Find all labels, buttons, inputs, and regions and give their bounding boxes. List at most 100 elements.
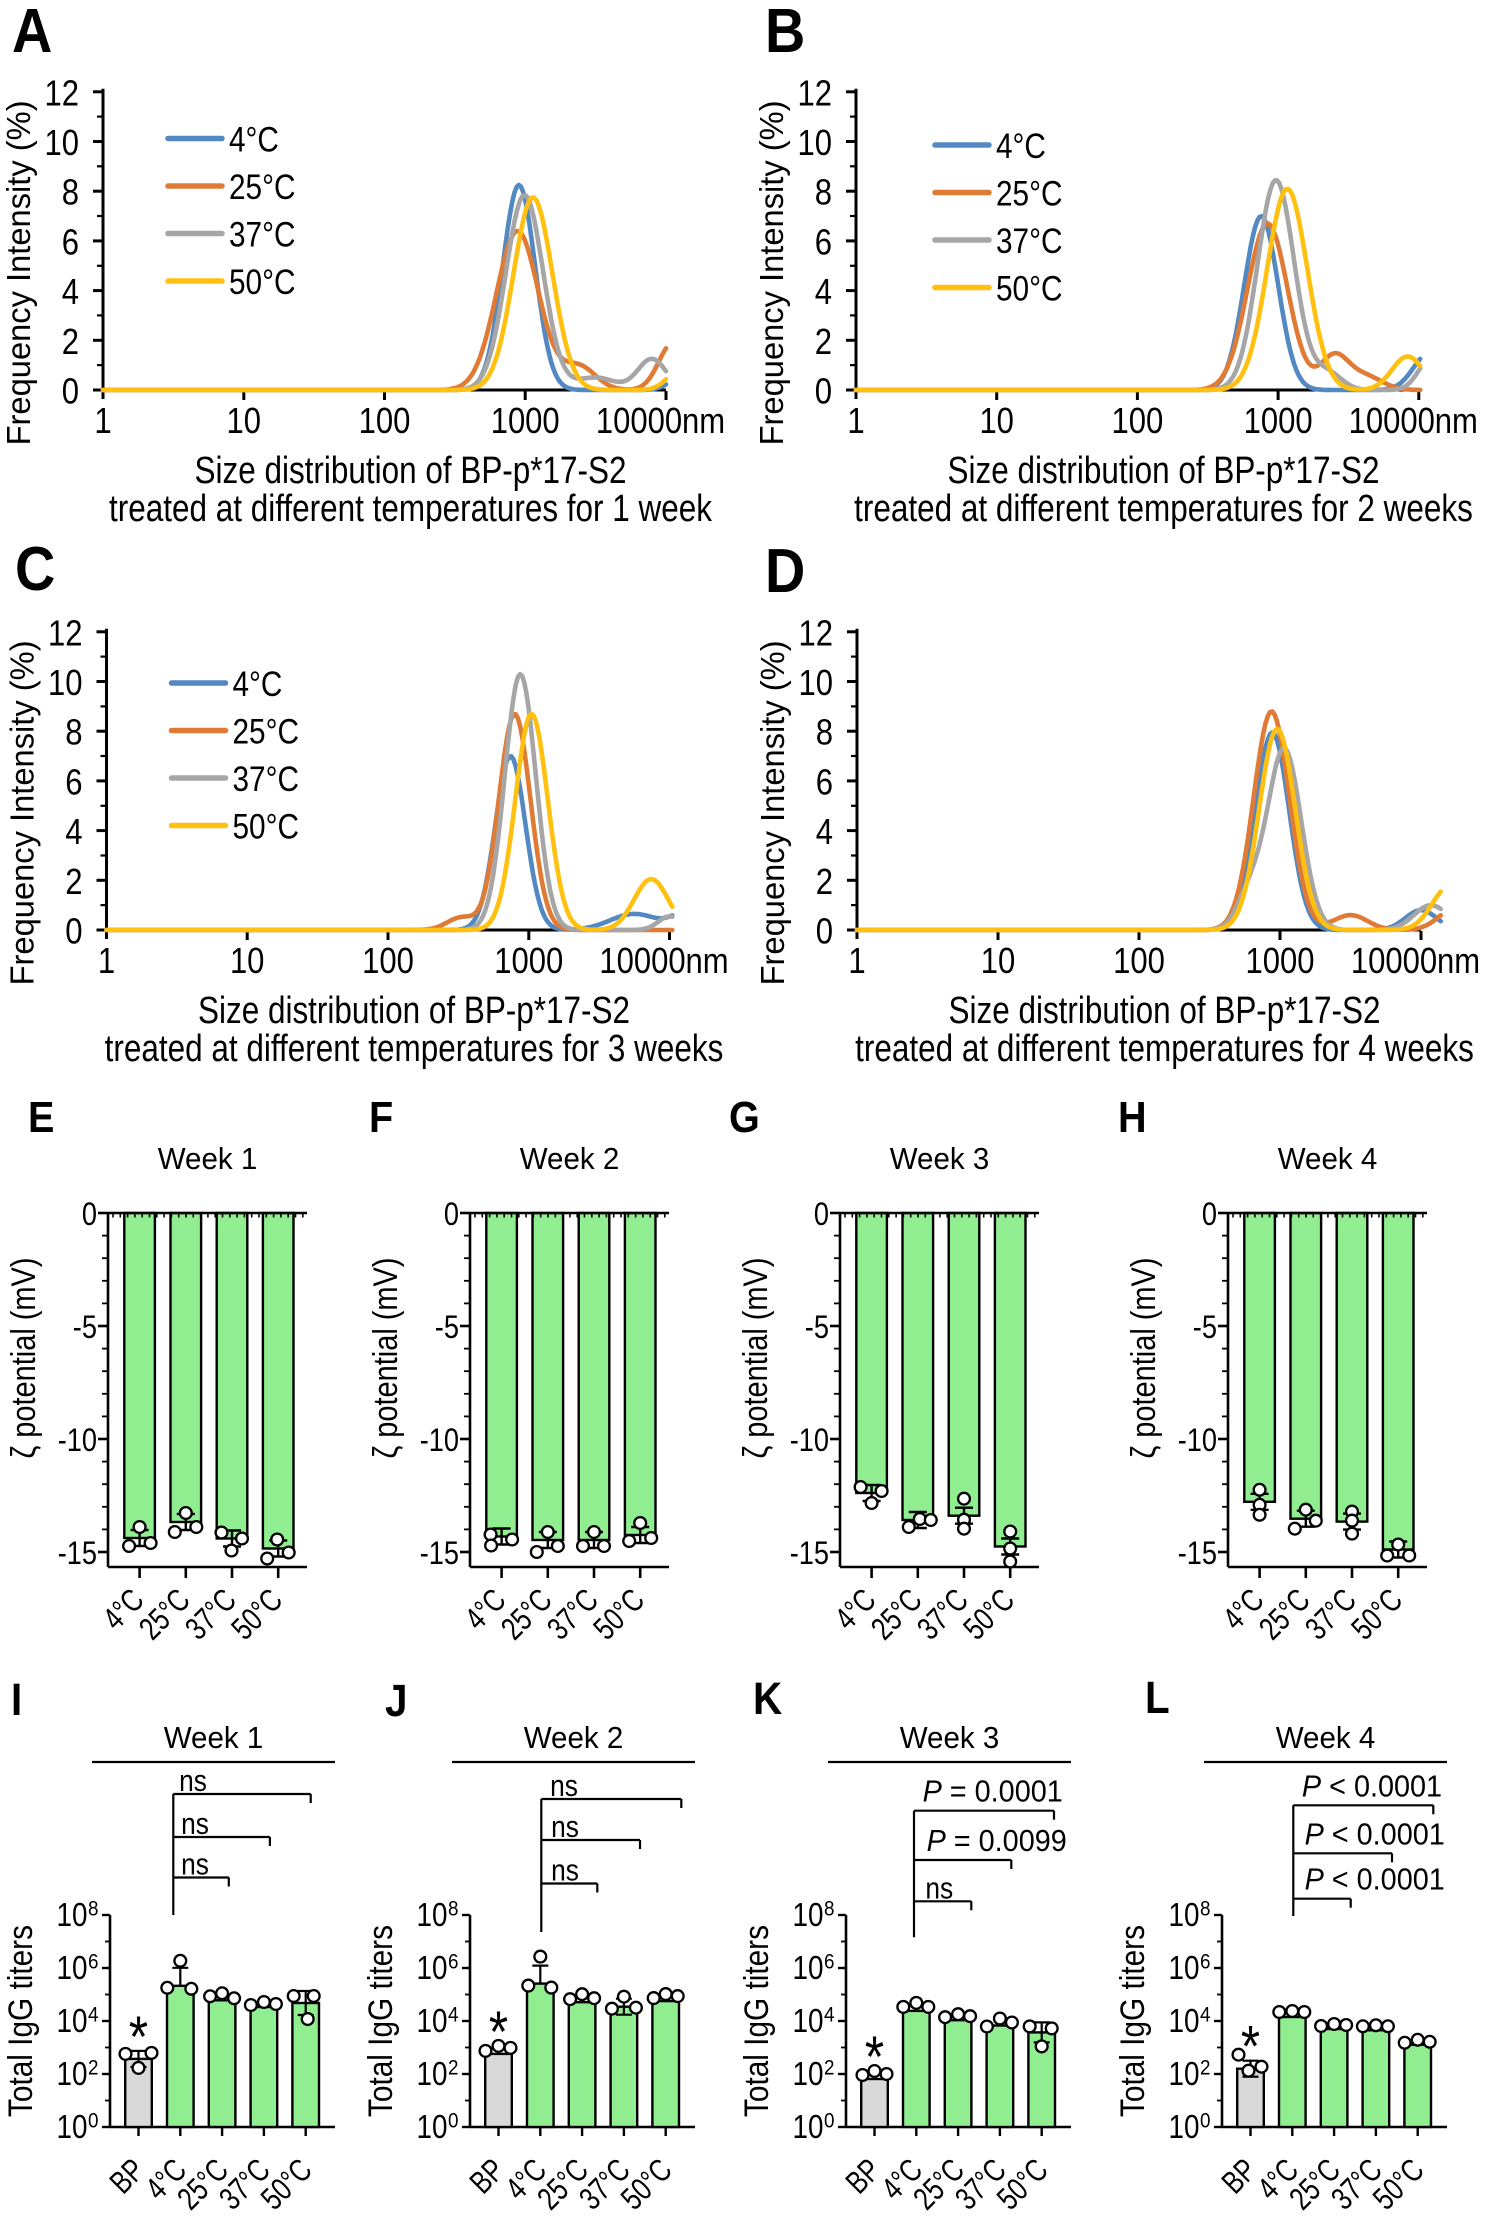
- svg-text:nm: nm: [682, 400, 725, 441]
- svg-text:treated at different temperatu: treated at different temperatures for 1 …: [109, 488, 713, 530]
- svg-text:-5: -5: [805, 1309, 829, 1345]
- svg-text:0: 0: [1200, 2110, 1211, 2133]
- svg-text:1: 1: [848, 940, 865, 981]
- svg-text:50°C: 50°C: [996, 270, 1063, 309]
- svg-text:0: 0: [814, 1196, 829, 1232]
- svg-text:12: 12: [798, 72, 833, 113]
- svg-text:10000: 10000: [596, 400, 682, 441]
- svg-text:10000: 10000: [1349, 400, 1435, 441]
- svg-text:10: 10: [979, 400, 1014, 441]
- svg-text:100: 100: [1112, 400, 1164, 441]
- svg-text:0: 0: [824, 2110, 835, 2133]
- svg-text:Week 2: Week 2: [524, 1720, 624, 1755]
- svg-text:-10: -10: [420, 1422, 459, 1458]
- svg-text:0: 0: [82, 1196, 97, 1232]
- svg-text:L: L: [1145, 1672, 1170, 1723]
- svg-text:Size distribution of BP-p*17-S: Size distribution of BP-p*17-S2: [198, 990, 630, 1032]
- svg-text:*: *: [489, 2000, 508, 2065]
- svg-text:8: 8: [815, 172, 832, 213]
- svg-text:2: 2: [824, 2057, 835, 2080]
- svg-text:Total IgG titers: Total IgG titers: [362, 1925, 400, 2117]
- svg-text:10: 10: [57, 2002, 88, 2039]
- svg-text:6: 6: [1200, 1951, 1211, 1974]
- svg-text:10: 10: [417, 2055, 448, 2092]
- svg-text:10: 10: [793, 1949, 824, 1986]
- svg-text:ns: ns: [551, 1853, 579, 1888]
- svg-text:E: E: [28, 1093, 54, 1142]
- svg-text:4°C: 4°C: [996, 127, 1046, 166]
- svg-text:0: 0: [1202, 1196, 1217, 1232]
- svg-text:0: 0: [88, 2110, 99, 2133]
- svg-text:2: 2: [448, 2057, 459, 2080]
- svg-text:Frequency Intensity (%): Frequency Intensity (%): [0, 100, 37, 445]
- svg-text:37°C: 37°C: [233, 760, 300, 799]
- svg-text:25°C: 25°C: [229, 168, 296, 207]
- svg-text:-5: -5: [73, 1309, 97, 1345]
- svg-text:6: 6: [824, 1951, 835, 1974]
- svg-text:12: 12: [48, 612, 83, 653]
- svg-text:Week 1: Week 1: [158, 1141, 258, 1176]
- svg-text:8: 8: [448, 1898, 459, 1921]
- svg-text:P = 0.0099: P = 0.0099: [927, 1823, 1067, 1858]
- svg-text:10: 10: [230, 940, 265, 981]
- svg-text:-5: -5: [1193, 1309, 1217, 1345]
- svg-text:0: 0: [815, 371, 832, 412]
- svg-text:10: 10: [1169, 1896, 1200, 1933]
- svg-text:6: 6: [62, 221, 79, 262]
- svg-text:10: 10: [57, 2108, 88, 2145]
- svg-text:1: 1: [94, 400, 111, 441]
- svg-text:Week 3: Week 3: [900, 1720, 1000, 1755]
- svg-text:P < 0.0001: P < 0.0001: [1302, 1768, 1442, 1803]
- svg-text:6: 6: [816, 761, 833, 802]
- svg-text:4: 4: [824, 2004, 835, 2027]
- svg-text:2: 2: [62, 321, 79, 362]
- svg-text:6: 6: [815, 221, 832, 262]
- svg-text:100: 100: [362, 940, 414, 981]
- svg-text:Week 4: Week 4: [1278, 1141, 1378, 1176]
- svg-text:25°C: 25°C: [233, 713, 300, 752]
- svg-text:P = 0.0001: P = 0.0001: [923, 1774, 1063, 1809]
- svg-text:Frequency Intensity (%): Frequency Intensity (%): [4, 640, 41, 985]
- svg-text:100: 100: [359, 400, 411, 441]
- svg-text:10: 10: [417, 2002, 448, 2039]
- svg-text:0: 0: [65, 911, 82, 952]
- svg-text:10: 10: [793, 2002, 824, 2039]
- svg-text:6: 6: [448, 1951, 459, 1974]
- svg-text:10: 10: [227, 400, 262, 441]
- svg-text:10: 10: [1169, 1949, 1200, 1986]
- svg-text:2: 2: [88, 2057, 99, 2080]
- svg-text:-15: -15: [790, 1535, 829, 1571]
- svg-text:-15: -15: [420, 1535, 459, 1571]
- svg-text:10: 10: [793, 2108, 824, 2145]
- svg-text:0: 0: [448, 2110, 459, 2133]
- svg-text:50°C: 50°C: [229, 263, 296, 302]
- svg-text:-10: -10: [1178, 1422, 1217, 1458]
- svg-text:10000: 10000: [599, 940, 685, 981]
- svg-text:treated at different temperatu: treated at different temperatures for 4 …: [855, 1028, 1474, 1070]
- svg-text:ζ potential (mV): ζ potential (mV): [1125, 1258, 1163, 1459]
- svg-text:Week 4: Week 4: [1276, 1720, 1376, 1755]
- svg-text:ζ potential (mV): ζ potential (mV): [5, 1258, 43, 1459]
- svg-text:1: 1: [847, 400, 864, 441]
- svg-text:8: 8: [65, 712, 82, 753]
- svg-text:4: 4: [88, 2004, 99, 2027]
- svg-text:8: 8: [1200, 1898, 1211, 1921]
- svg-text:10: 10: [799, 662, 834, 703]
- svg-text:8: 8: [88, 1898, 99, 1921]
- svg-text:8: 8: [62, 172, 79, 213]
- svg-text:1: 1: [98, 940, 115, 981]
- svg-text:4: 4: [65, 811, 82, 852]
- svg-text:Week 2: Week 2: [520, 1141, 620, 1176]
- svg-text:-15: -15: [58, 1535, 97, 1571]
- svg-text:ns: ns: [181, 1806, 209, 1841]
- svg-text:10: 10: [793, 2055, 824, 2092]
- svg-text:10: 10: [1169, 2055, 1200, 2092]
- svg-text:0: 0: [62, 371, 79, 412]
- svg-text:Size distribution of BP-p*17-S: Size distribution of BP-p*17-S2: [948, 450, 1380, 492]
- svg-text:10: 10: [1169, 2108, 1200, 2145]
- svg-text:J: J: [385, 1675, 408, 1726]
- svg-text:1000: 1000: [1244, 400, 1313, 441]
- svg-text:Size distribution of BP-p*17-S: Size distribution of BP-p*17-S2: [949, 990, 1381, 1032]
- svg-text:A: A: [12, 0, 52, 66]
- svg-text:D: D: [765, 537, 805, 606]
